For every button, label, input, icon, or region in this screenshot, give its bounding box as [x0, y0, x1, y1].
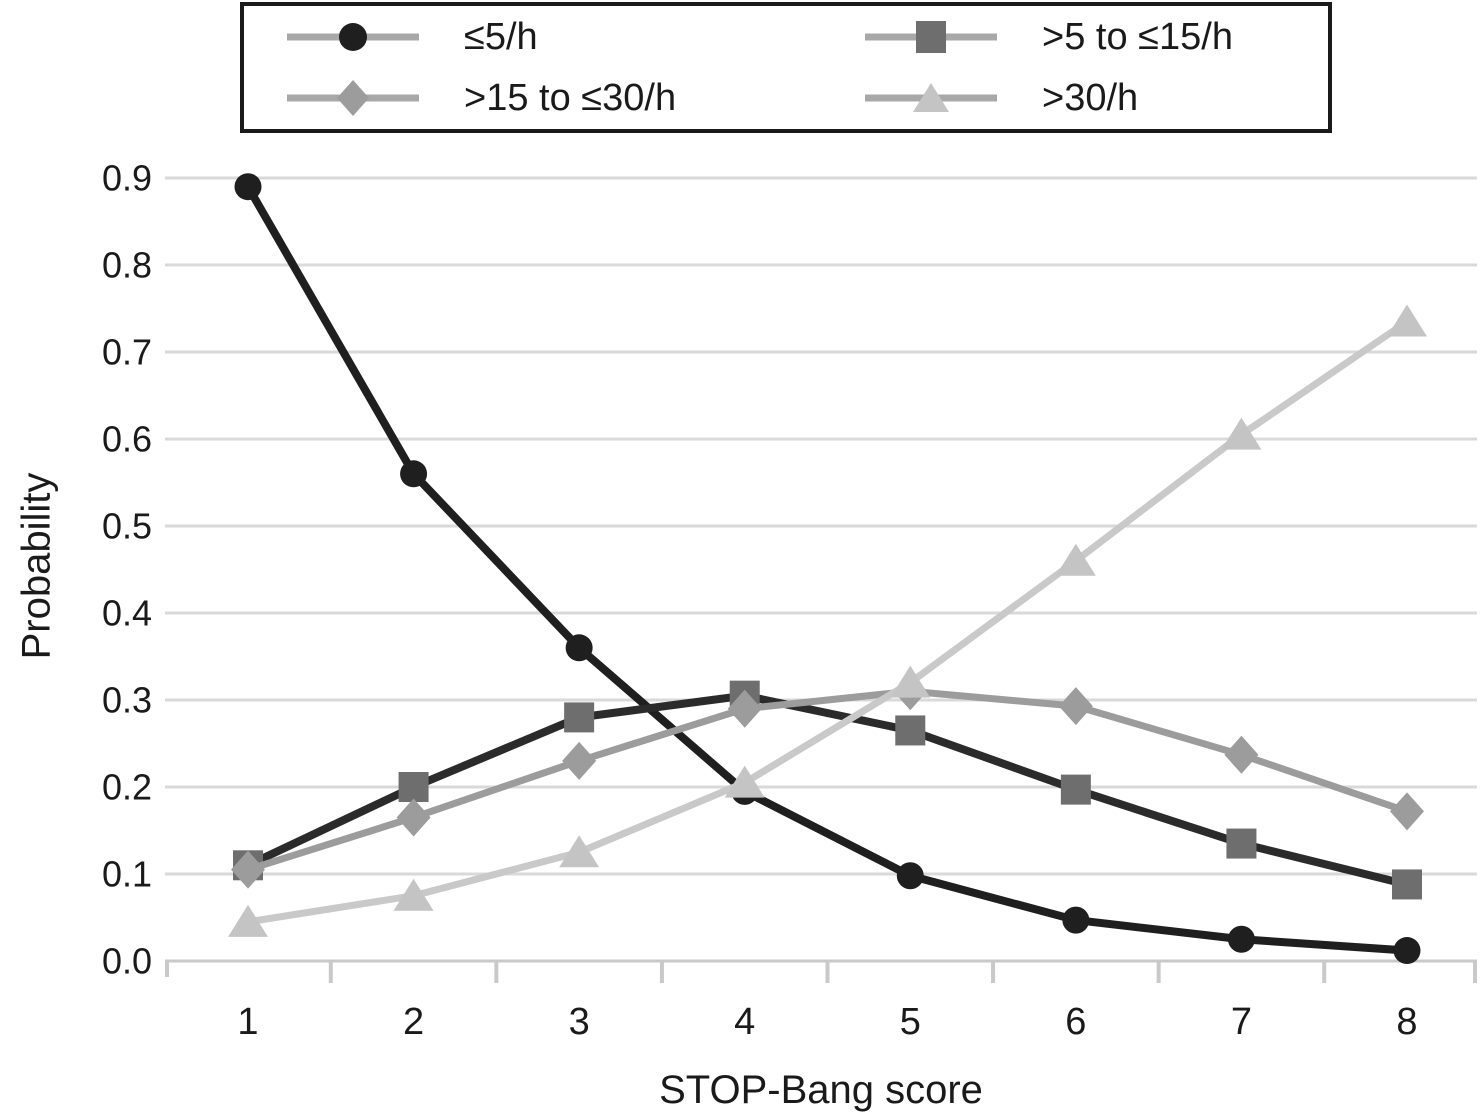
x-tick-label: 7 [1231, 1001, 1252, 1043]
data-point-diamond-icon [727, 689, 762, 728]
data-point-triangle-icon [228, 904, 268, 937]
series-1 [234, 173, 1421, 965]
y-tick-label: 0.0 [102, 941, 152, 982]
y-tick-label: 0.5 [102, 506, 152, 547]
legend-label: >5 to ≤15/h [1042, 16, 1233, 58]
data-point-triangle-icon [890, 665, 931, 698]
data-point-circle-icon [234, 173, 262, 201]
series-3 [231, 672, 1424, 889]
series-2 [233, 680, 1422, 900]
data-point-circle-icon [400, 460, 428, 488]
x-tick-label: 5 [900, 1001, 921, 1043]
x-tick-label: 3 [569, 1001, 590, 1043]
series-4 [228, 304, 1427, 937]
legend-label: >30/h [1042, 77, 1139, 119]
data-point-triangle-icon [1386, 304, 1427, 337]
legend-item-15to30: >15 to ≤30/h [287, 67, 676, 129]
series-line [244, 184, 1408, 955]
legend-circle-icon [339, 23, 367, 51]
series-line [247, 318, 1409, 926]
data-point-square-icon [1060, 774, 1091, 805]
legend-item-le5: ≤5/h [287, 6, 538, 68]
x-tick-label: 2 [403, 1001, 424, 1043]
data-point-triangle-icon [724, 765, 765, 798]
legend-marker-circle-icon [287, 23, 419, 51]
data-point-diamond-icon [1058, 687, 1093, 726]
data-point-triangle-icon [1221, 417, 1262, 450]
data-point-circle-icon [1062, 906, 1090, 934]
data-point-diamond-icon [1224, 735, 1259, 774]
y-tick-label: 0.9 [102, 158, 152, 199]
data-point-square-icon [398, 772, 429, 802]
data-point-triangle-icon [393, 878, 434, 911]
y-tick-label: 0.2 [102, 767, 152, 808]
data-point-diamond-icon [231, 850, 265, 889]
data-point-triangle-icon [1055, 543, 1096, 576]
legend-label: >15 to ≤30/h [464, 77, 677, 119]
data-point-square-icon [895, 715, 926, 746]
legend-triangle-icon [913, 83, 949, 112]
y-tick-label: 0.1 [102, 854, 152, 895]
y-tick-label: 0.4 [102, 593, 152, 634]
data-point-diamond-icon [396, 798, 431, 837]
legend-diamond-icon [337, 80, 369, 116]
series-line [246, 691, 1408, 889]
y-tick-label: 0.3 [102, 680, 152, 721]
data-point-square-icon [1391, 869, 1422, 900]
legend-square-icon [916, 21, 946, 53]
y-tick-label: 0.7 [102, 332, 152, 373]
legend-marker-diamond-icon [287, 80, 419, 116]
x-tick-label: 6 [1065, 1001, 1086, 1043]
data-point-square-icon [1226, 828, 1257, 859]
x-axis-title: STOP-Bang score [659, 1068, 983, 1112]
x-tick-label: 1 [237, 1001, 258, 1043]
y-axis-title: Probability [14, 472, 59, 660]
data-point-diamond-icon [1389, 792, 1424, 831]
legend: ≤5/h >5 to ≤15/h >15 to ≤30/h >30/h [240, 2, 1332, 133]
x-tick-label: 4 [734, 1001, 755, 1043]
x-tick-label: 8 [1396, 1001, 1417, 1043]
y-tick-label: 0.6 [102, 419, 152, 460]
legend-label: ≤5/h [464, 16, 538, 58]
legend-item-gt30: >30/h [865, 67, 1138, 129]
data-point-triangle-icon [559, 835, 600, 868]
y-tick-label: 0.8 [102, 245, 152, 286]
legend-item-5to15: >5 to ≤15/h [865, 6, 1233, 68]
series-line [246, 687, 1409, 873]
data-point-square-icon [564, 702, 595, 733]
legend-marker-square-icon [865, 21, 997, 53]
data-point-diamond-icon [562, 741, 597, 780]
data-point-circle-icon [1227, 925, 1255, 953]
data-point-circle-icon [1393, 937, 1421, 965]
data-point-circle-icon [896, 862, 924, 890]
legend-marker-triangle-icon [865, 83, 997, 112]
data-point-circle-icon [565, 634, 593, 662]
